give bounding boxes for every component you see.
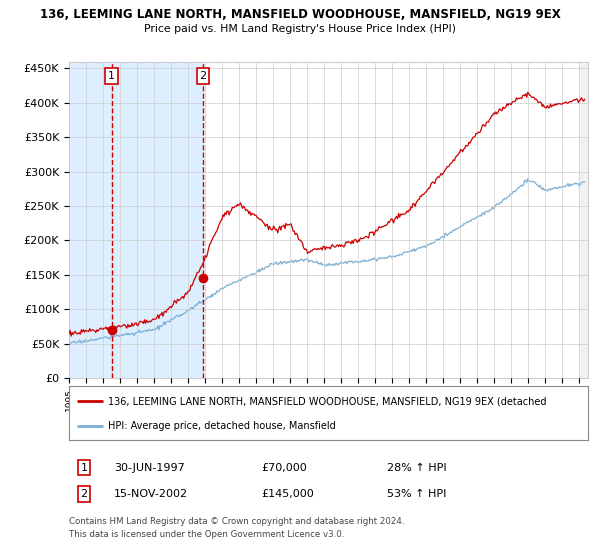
Text: This data is licensed under the Open Government Licence v3.0.: This data is licensed under the Open Gov…: [69, 530, 344, 539]
Text: Price paid vs. HM Land Registry's House Price Index (HPI): Price paid vs. HM Land Registry's House …: [144, 24, 456, 34]
Bar: [112, 62, 203, 378]
Text: Contains HM Land Registry data © Crown copyright and database right 2024.: Contains HM Land Registry data © Crown c…: [69, 517, 404, 526]
Text: 15-NOV-2002: 15-NOV-2002: [114, 489, 188, 499]
Text: 53% ↑ HPI: 53% ↑ HPI: [387, 489, 446, 499]
Bar: [580, 62, 588, 378]
Text: 2: 2: [200, 71, 206, 81]
Bar: [69, 62, 112, 378]
Text: HPI: Average price, detached house, Mansfield: HPI: Average price, detached house, Mans…: [108, 421, 335, 431]
Text: 1: 1: [108, 71, 115, 81]
Text: 136, LEEMING LANE NORTH, MANSFIELD WOODHOUSE, MANSFIELD, NG19 9EX (detached: 136, LEEMING LANE NORTH, MANSFIELD WOODH…: [108, 396, 547, 407]
Text: £70,000: £70,000: [261, 463, 307, 473]
Text: 136, LEEMING LANE NORTH, MANSFIELD WOODHOUSE, MANSFIELD, NG19 9EX: 136, LEEMING LANE NORTH, MANSFIELD WOODH…: [40, 8, 560, 21]
Text: £145,000: £145,000: [261, 489, 314, 499]
Text: 28% ↑ HPI: 28% ↑ HPI: [387, 463, 446, 473]
Text: 2: 2: [80, 489, 88, 499]
Text: 1: 1: [80, 463, 88, 473]
Text: 30-JUN-1997: 30-JUN-1997: [114, 463, 185, 473]
